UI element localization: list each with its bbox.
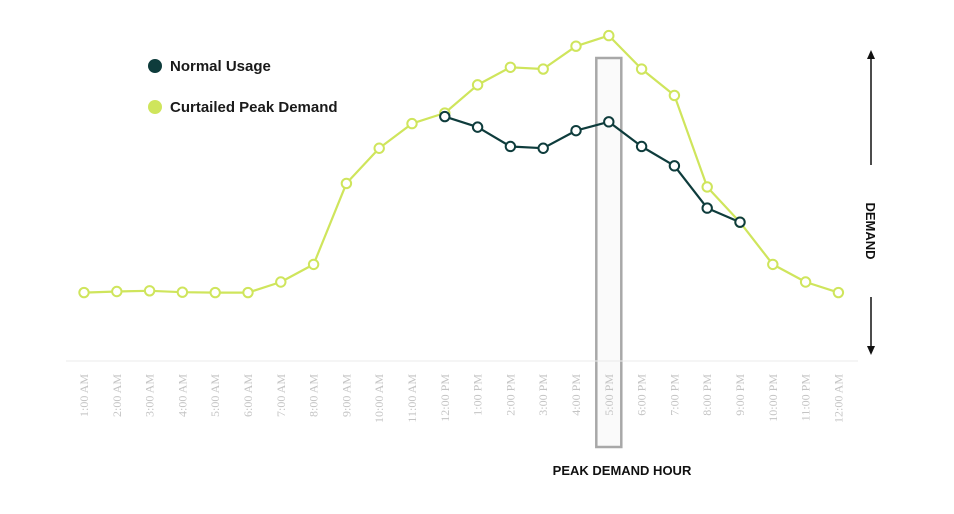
normal-usage-point-5-00-pm <box>603 116 615 128</box>
curtailed-peak-demand-point-6-00-am <box>242 286 254 299</box>
curtailed-peak-demand-point-10-00-pm <box>767 258 779 271</box>
normal-usage-points <box>439 110 746 228</box>
curtailed-peak-demand-point-3-00-pm <box>537 63 549 75</box>
x-tick-label-2-00-pm: 2:00 PM <box>503 374 517 416</box>
curtailed-peak-demand-point-5-00-am <box>209 286 221 299</box>
x-tick-label-5-00-am: 5:00 AM <box>208 374 222 417</box>
y-axis-label: DEMAND <box>863 202 878 259</box>
normal-usage-point-3-00-pm <box>537 142 549 154</box>
x-tick-label-7-00-am: 7:00 AM <box>274 374 288 417</box>
normal-usage-legend-swatch <box>148 59 162 73</box>
x-tick-label-8-00-pm: 8:00 PM <box>700 374 714 416</box>
x-tick-label-7-00-pm: 7:00 PM <box>667 374 681 416</box>
normal-usage-point-1-00-pm <box>471 121 484 133</box>
curtailed-peak-demand-point-8-00-am <box>307 258 320 271</box>
curtailed-peak-demand-point-3-00-am <box>143 285 156 297</box>
peak-demand-hour-label: PEAK DEMAND HOUR <box>553 463 692 478</box>
curtailed-peak-demand-legend-swatch <box>148 100 162 114</box>
curtailed-peak-demand-legend-label: Curtailed Peak Demand <box>170 99 338 116</box>
curtailed-peak-demand-point-9-00-am <box>340 177 353 190</box>
curtailed-peak-demand-point-1-00-am <box>78 286 90 299</box>
normal-usage-point-7-00-pm <box>668 160 681 172</box>
x-tick-label-11-00-am: 11:00 AM <box>405 374 419 423</box>
x-tick-label-12-00-pm: 12:00 PM <box>438 374 452 422</box>
x-tick-label-10-00-pm: 10:00 PM <box>766 374 780 422</box>
x-tick-label-3-00-pm: 3:00 PM <box>536 374 550 416</box>
x-tick-label-2-00-am: 2:00 AM <box>110 374 124 417</box>
curtailed-peak-demand-point-7-00-am <box>275 276 287 288</box>
x-tick-label-3-00-am: 3:00 AM <box>143 374 157 417</box>
x-tick-label-9-00-pm: 9:00 PM <box>733 374 747 416</box>
curtailed-peak-demand-point-4-00-am <box>176 286 189 298</box>
x-tick-label-1-00-pm: 1:00 PM <box>471 374 485 416</box>
normal-usage-point-8-00-pm <box>701 202 713 214</box>
curtailed-peak-demand-point-11-00-am <box>406 117 418 130</box>
x-tick-label-4-00-am: 4:00 AM <box>175 374 189 417</box>
x-tick-label-9-00-am: 9:00 AM <box>339 374 353 417</box>
x-tick-label-12-00-am: 12:00 AM <box>831 374 845 423</box>
normal-usage-legend-label: Normal Usage <box>170 58 271 75</box>
normal-usage-point-2-00-pm <box>504 140 517 153</box>
curtailed-peak-demand-point-5-00-pm <box>603 29 615 42</box>
legend: Normal Usage Curtailed Peak Demand <box>148 58 338 116</box>
x-tick-label-6-00-pm: 6:00 PM <box>635 374 649 416</box>
x-tick-label-11-00-pm: 11:00 PM <box>799 374 813 422</box>
y-axis-arrow <box>867 50 875 355</box>
curtailed-peak-demand-point-4-00-pm <box>570 40 582 52</box>
x-tick-label-6-00-am: 6:00 AM <box>241 374 255 417</box>
normal-usage-point-6-00-pm <box>635 140 648 153</box>
normal-usage-point-4-00-pm <box>570 124 582 137</box>
curtailed-peak-demand-point-8-00-pm <box>701 181 713 193</box>
x-tick-label-5-00-pm: 5:00 PM <box>602 374 616 416</box>
x-tick-label-4-00-pm: 4:00 PM <box>569 374 583 416</box>
curtailed-peak-demand-point-10-00-am <box>373 142 385 154</box>
normal-usage-point-9-00-pm <box>734 216 746 228</box>
x-tick-label-1-00-am: 1:00 AM <box>77 374 91 417</box>
x-tick-label-10-00-am: 10:00 AM <box>372 374 386 423</box>
curtailed-peak-demand-point-2-00-pm <box>504 61 517 73</box>
x-tick-label-8-00-am: 8:00 AM <box>307 374 321 417</box>
normal-usage-line <box>444 115 741 224</box>
curtailed-peak-demand-point-2-00-am <box>111 285 123 298</box>
curtailed-peak-demand-point-7-00-pm <box>668 89 681 102</box>
curtailed-peak-demand-points <box>78 29 845 299</box>
curtailed-peak-demand-point-6-00-pm <box>635 63 648 75</box>
curtailed-peak-demand-point-12-00-am <box>832 286 845 299</box>
curtailed-peak-demand-point-1-00-pm <box>471 79 484 91</box>
curtailed-peak-demand-point-11-00-pm <box>799 276 812 288</box>
normal-usage-point-12-00-pm <box>439 110 451 123</box>
